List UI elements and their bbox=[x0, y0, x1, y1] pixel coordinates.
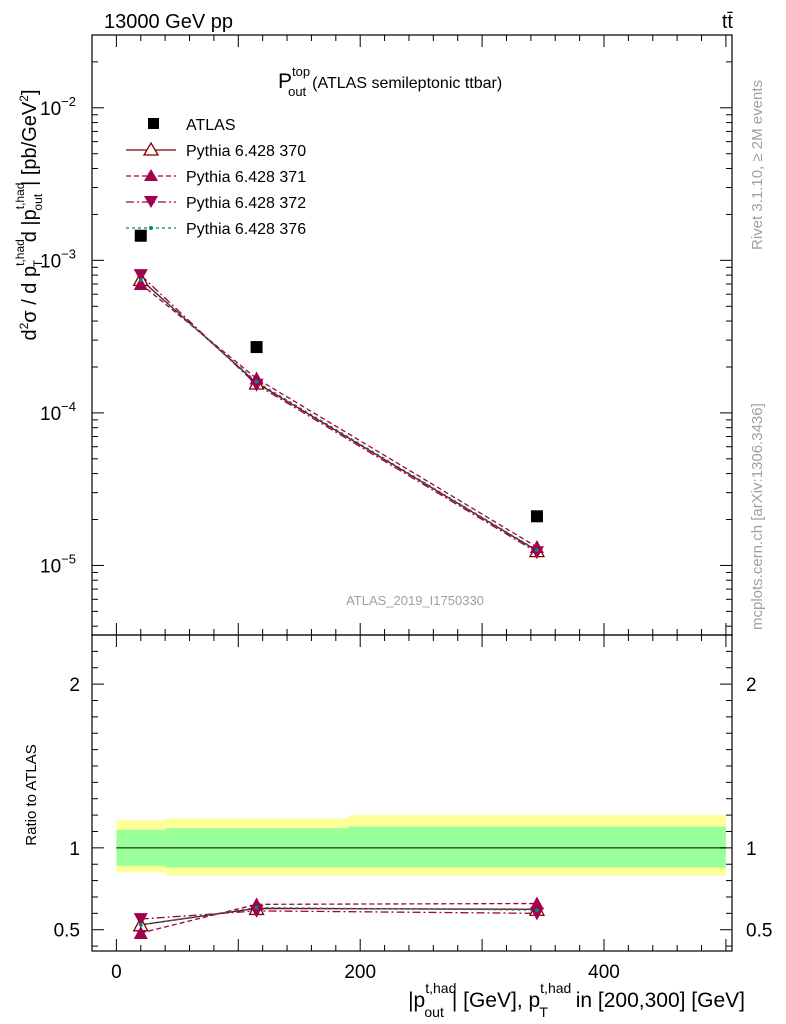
legend-label-376: Pythia 6.428 376 bbox=[186, 221, 306, 238]
xtick-label: 0 bbox=[111, 962, 122, 983]
ratio-series-lines bbox=[132, 896, 546, 939]
legend-marker-371 bbox=[144, 169, 158, 181]
analysis-id: ATLAS_2019_I1750330 bbox=[346, 593, 484, 608]
main-ytick-label: 10−3 bbox=[40, 246, 76, 272]
ratio-series-point bbox=[138, 922, 143, 927]
ratio-series-line bbox=[140, 902, 537, 934]
ratio-ytick-label-right: 2 bbox=[746, 675, 757, 696]
main-series-point bbox=[133, 276, 148, 290]
main-ytick-label: 10−5 bbox=[40, 551, 76, 577]
main-series-point bbox=[138, 278, 143, 283]
main-title-rest: (ATLAS semileptonic ttbar) bbox=[312, 75, 502, 92]
ratio-ytick-label-right: 1 bbox=[746, 839, 757, 860]
ratio-panel-frame bbox=[91, 634, 733, 952]
rivet-label: Rivet 3.1.10, ≥ 2M events bbox=[749, 80, 766, 250]
mcplots-label: mcplots.cern.ch [arXiv:1306.3436] bbox=[749, 403, 766, 630]
legend-marker-370 bbox=[142, 141, 160, 156]
axis-ticks: 10−5 10−4 10−3 10−2 0 200 400 0.5 0.5 1 1 2 2 bbox=[40, 34, 772, 983]
legend-label-371: Pythia 6.428 371 bbox=[186, 169, 306, 186]
ratio-series-line bbox=[140, 906, 537, 926]
energy-label: 13000 GeV pp bbox=[104, 11, 233, 33]
atlas-data-point bbox=[250, 341, 263, 354]
ratio-series-point bbox=[529, 907, 544, 921]
main-series-point bbox=[534, 548, 539, 553]
xtick-label: 400 bbox=[588, 962, 620, 983]
legend-marker-376 bbox=[149, 226, 153, 230]
x-axis-label: |pt,had out | [GeV], pt,had T in [200,300] … bbox=[408, 980, 745, 1020]
legend-label-370: Pythia 6.428 370 bbox=[186, 143, 306, 160]
legend-marker-372 bbox=[144, 196, 158, 208]
main-title-symbol: P bbox=[278, 70, 292, 93]
ratio-uncertainty-bands bbox=[116, 815, 726, 876]
xtick-label: 200 bbox=[344, 962, 376, 983]
process-label: tt̄ bbox=[722, 11, 734, 33]
ratio-band-inner bbox=[348, 826, 726, 868]
main-title-sup: top bbox=[292, 64, 310, 79]
main-ylabel: d2σ / d pt,had T d |pt,had out| [pb/GeV2] bbox=[13, 89, 45, 340]
ratio-series-point bbox=[133, 913, 148, 927]
main-series-line bbox=[140, 278, 538, 552]
atlas-data-point bbox=[134, 229, 147, 242]
main-series-point bbox=[133, 269, 148, 283]
legend-label-atlas: ATLAS bbox=[186, 117, 236, 134]
ratio-series-line bbox=[140, 907, 537, 926]
ratio-series-line bbox=[140, 910, 537, 920]
legend-marker-atlas bbox=[148, 118, 159, 129]
ratio-ytick-label-right: 0.5 bbox=[746, 921, 772, 942]
main-series-lines bbox=[132, 229, 546, 560]
ratio-series-point bbox=[254, 905, 259, 910]
legend-label-372: Pythia 6.428 372 bbox=[186, 195, 306, 212]
main-ytick-label: 10−2 bbox=[40, 94, 76, 120]
main-title-sub: out bbox=[288, 84, 306, 99]
ratio-ytick-label-left: 1 bbox=[69, 839, 80, 860]
main-series-line bbox=[140, 283, 538, 548]
ratio-ytick-label-left: 2 bbox=[69, 675, 80, 696]
ratio-series-point bbox=[249, 904, 264, 918]
ratio-ylabel: Ratio to ATLAS bbox=[23, 744, 40, 845]
main-series-point bbox=[529, 546, 544, 560]
ratio-ytick-label-left: 0.5 bbox=[54, 921, 80, 942]
ratio-series-point bbox=[534, 908, 539, 913]
main-series-point bbox=[249, 378, 264, 392]
main-series-point bbox=[254, 379, 259, 384]
ratio-series-point bbox=[529, 896, 544, 910]
main-series-line bbox=[140, 274, 538, 553]
legend: ATLAS Pythia 6.428 370 Pythia 6.428 371 … bbox=[126, 117, 306, 238]
ratio-series-point bbox=[133, 925, 148, 939]
main-series-line bbox=[140, 279, 538, 551]
main-ytick-label: 10−4 bbox=[40, 399, 76, 425]
main-title: Ptop out (ATLAS semileptonic ttbar) bbox=[278, 64, 502, 99]
atlas-data-point bbox=[530, 510, 543, 523]
